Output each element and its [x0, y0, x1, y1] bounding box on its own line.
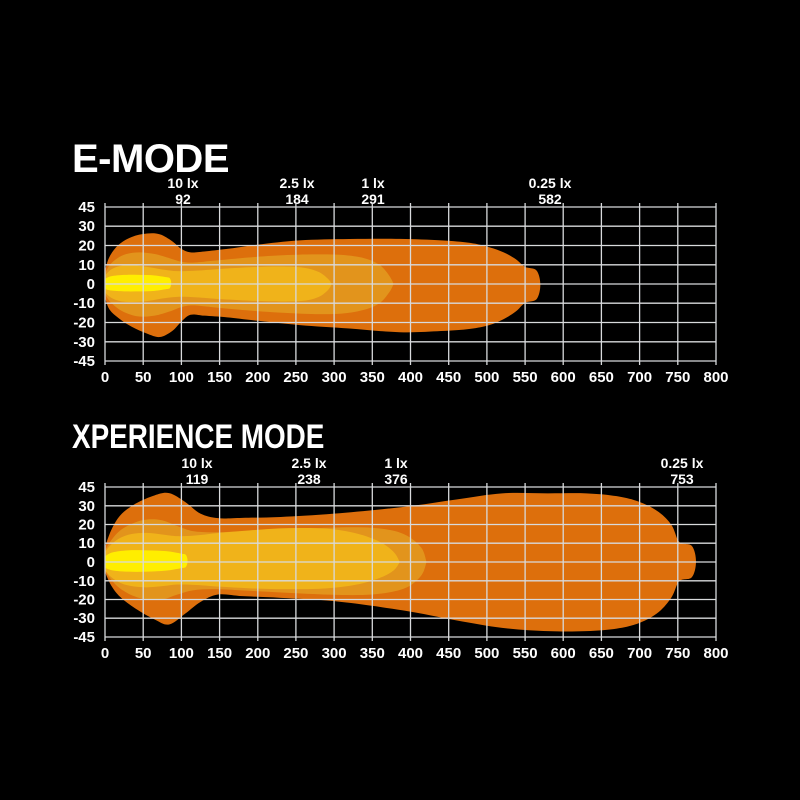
svg-text:400: 400	[398, 369, 423, 386]
svg-text:350: 350	[360, 369, 385, 386]
svg-text:50: 50	[135, 645, 152, 662]
svg-text:1 lx: 1 lx	[384, 455, 408, 471]
svg-text:300: 300	[322, 645, 347, 662]
svg-text:450: 450	[436, 645, 461, 662]
svg-text:30: 30	[78, 218, 95, 235]
svg-text:600: 600	[551, 369, 576, 386]
svg-text:750: 750	[665, 645, 690, 662]
svg-text:-45: -45	[73, 353, 95, 370]
svg-text:700: 700	[627, 369, 652, 386]
svg-text:650: 650	[589, 645, 614, 662]
svg-text:20: 20	[78, 238, 95, 255]
svg-text:-10: -10	[73, 573, 95, 590]
svg-text:376: 376	[384, 471, 408, 487]
svg-text:100: 100	[169, 645, 194, 662]
svg-text:2.5 lx: 2.5 lx	[279, 175, 314, 191]
svg-text:291: 291	[361, 191, 385, 207]
svg-text:700: 700	[627, 645, 652, 662]
svg-text:184: 184	[285, 191, 309, 207]
svg-text:10: 10	[78, 257, 95, 274]
svg-text:800: 800	[703, 369, 728, 386]
svg-text:150: 150	[207, 369, 232, 386]
svg-text:200: 200	[245, 369, 270, 386]
svg-text:-20: -20	[73, 315, 95, 332]
svg-text:45: 45	[78, 199, 95, 216]
svg-text:250: 250	[283, 369, 308, 386]
svg-text:0.25 lx: 0.25 lx	[529, 175, 572, 191]
svg-text:20: 20	[78, 517, 95, 534]
svg-text:600: 600	[551, 645, 576, 662]
svg-text:0: 0	[101, 645, 109, 662]
svg-text:0: 0	[87, 554, 95, 571]
svg-text:250: 250	[283, 645, 308, 662]
svg-text:750: 750	[665, 369, 690, 386]
svg-text:300: 300	[322, 369, 347, 386]
svg-text:119: 119	[186, 471, 209, 487]
svg-text:582: 582	[538, 191, 562, 207]
svg-text:350: 350	[360, 645, 385, 662]
svg-text:-20: -20	[73, 592, 95, 609]
svg-text:45: 45	[78, 479, 95, 496]
svg-text:2.5 lx: 2.5 lx	[291, 455, 326, 471]
svg-text:10 lx: 10 lx	[181, 455, 212, 471]
svg-text:800: 800	[703, 645, 728, 662]
svg-text:XPERIENCE MODE: XPERIENCE MODE	[72, 417, 324, 455]
svg-text:550: 550	[513, 645, 538, 662]
svg-text:-10: -10	[73, 295, 95, 312]
svg-text:-30: -30	[73, 334, 95, 351]
svg-text:450: 450	[436, 369, 461, 386]
svg-text:0: 0	[101, 369, 109, 386]
svg-text:-45: -45	[73, 629, 95, 646]
svg-text:150: 150	[207, 645, 232, 662]
svg-text:0.25 lx: 0.25 lx	[661, 455, 704, 471]
svg-text:500: 500	[474, 369, 499, 386]
svg-text:92: 92	[175, 191, 191, 207]
svg-text:50: 50	[135, 369, 152, 386]
svg-text:100: 100	[169, 369, 194, 386]
svg-text:650: 650	[589, 369, 614, 386]
svg-text:-30: -30	[73, 610, 95, 627]
svg-text:550: 550	[513, 369, 538, 386]
svg-text:500: 500	[474, 645, 499, 662]
svg-text:30: 30	[78, 498, 95, 515]
svg-text:1 lx: 1 lx	[361, 175, 385, 191]
svg-text:10: 10	[78, 535, 95, 552]
svg-text:E-MODE: E-MODE	[72, 137, 229, 181]
svg-text:238: 238	[297, 471, 321, 487]
svg-text:753: 753	[670, 471, 694, 487]
svg-text:400: 400	[398, 645, 423, 662]
svg-text:10 lx: 10 lx	[167, 175, 198, 191]
svg-text:200: 200	[245, 645, 270, 662]
svg-text:0: 0	[87, 276, 95, 293]
